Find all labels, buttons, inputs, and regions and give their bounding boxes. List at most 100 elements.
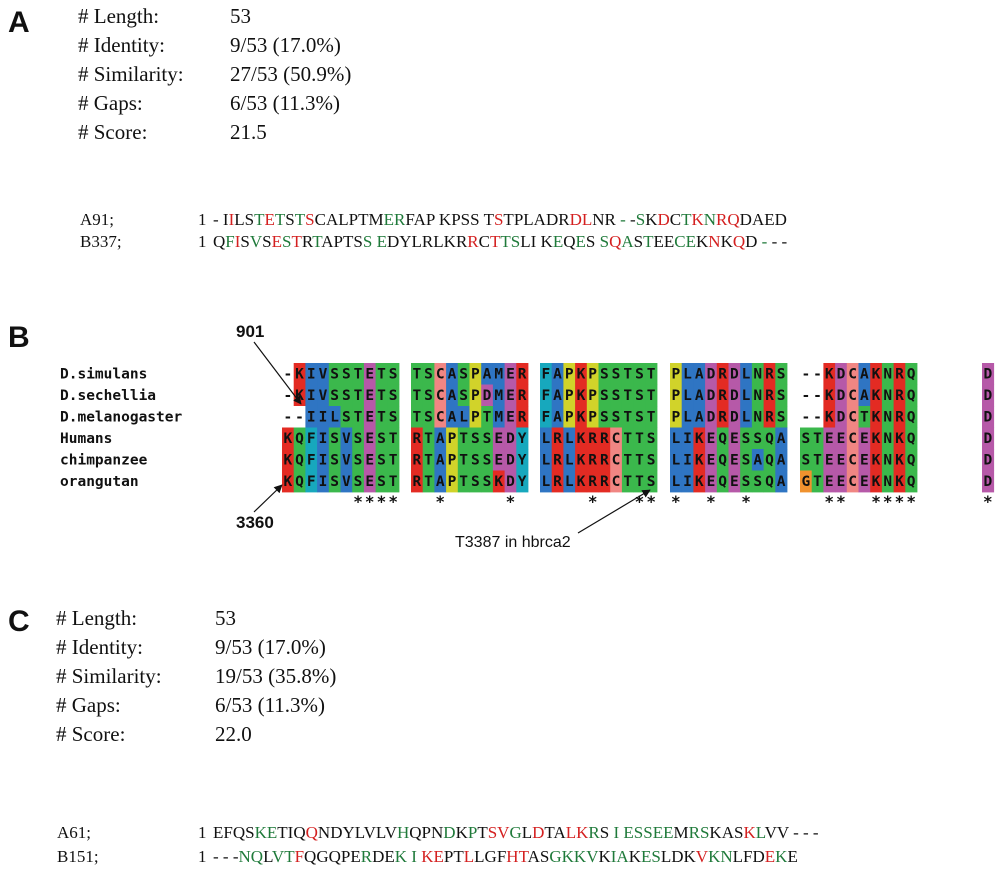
sequence-residue: S: [599, 823, 610, 842]
residue-letter: A: [448, 410, 457, 426]
sequence-residue: T: [503, 210, 514, 229]
sequence-residue: L: [375, 823, 385, 842]
residue-letter: E: [825, 453, 834, 469]
residue-cell: [870, 427, 883, 450]
residue-cell: [681, 406, 694, 428]
residue-cell: [846, 363, 859, 385]
residue-letter: A: [553, 367, 562, 383]
panel-a-sequence-row: B337; 1 QFISVSESTRTAPTSS EDYLRLKRRCTTSLI…: [80, 231, 980, 253]
residue-letter: S: [330, 367, 339, 383]
residue-cell: [551, 363, 564, 385]
residue-cell: [340, 406, 353, 428]
residue-letter: K: [283, 453, 292, 469]
residue-letter: C: [848, 410, 857, 426]
residue-letter: C: [848, 388, 857, 404]
residue-cell: [387, 470, 400, 493]
residue-cell: [881, 427, 894, 450]
residue-letter: S: [777, 367, 786, 383]
residue-cell: [670, 427, 683, 450]
sequence-residue: R: [558, 210, 570, 229]
residue-letter: R: [412, 453, 421, 469]
residue-cell: [387, 449, 400, 471]
residue-cell: [305, 363, 318, 385]
sequence-residue: I: [613, 823, 620, 842]
residue-cell: [540, 363, 553, 385]
residue-letter: T: [459, 431, 468, 447]
residue-cell: [610, 384, 623, 407]
residue-letter: P: [565, 388, 574, 404]
sequence-residue: L: [523, 210, 534, 229]
residue-cell: [586, 406, 599, 428]
residue-cell: [481, 406, 494, 428]
sequence-residue: D: [330, 823, 343, 842]
residue-cell: [846, 384, 859, 407]
conservation-star: *: [646, 492, 656, 511]
sequence-residue: K: [720, 232, 733, 251]
residue-cell: [492, 363, 505, 385]
residue-letter: K: [872, 388, 881, 404]
residue-cell: [763, 470, 776, 493]
stat-row: # Similarity: 19/53 (35.8%): [56, 662, 396, 691]
residue-letter: D: [707, 388, 716, 404]
residue-cell: [693, 384, 706, 407]
sequence-residue: R: [455, 232, 468, 251]
residue-letter: Y: [518, 453, 527, 469]
residue-cell: [540, 470, 553, 493]
residue-cell: [621, 427, 634, 450]
residue-cell: [293, 427, 306, 450]
sequence-residue: T: [544, 823, 554, 842]
conservation-star: *: [506, 492, 516, 511]
residue-cell: [504, 470, 517, 493]
sequence-residue: -: [793, 823, 799, 842]
residue-cell: [621, 363, 634, 385]
residue-cell: [586, 470, 599, 493]
residue-cell: [870, 406, 883, 428]
residue-letter: D: [983, 474, 992, 490]
sequence-residue: N: [703, 210, 717, 229]
residue-letter: V: [319, 367, 328, 383]
residue-cell: [363, 470, 376, 493]
residue-cell: [469, 363, 482, 385]
sequence-residue: -: [781, 232, 788, 251]
sequence-residue: L: [521, 823, 533, 842]
sequence-text: - IILSTETSTSCALPTMERFAP KPSS TSTPLADRDLN…: [213, 209, 787, 231]
sequence-residue: M: [368, 210, 384, 229]
residue-cell: [563, 363, 576, 385]
residue-letter: F: [307, 474, 316, 490]
residue-cell: [775, 384, 788, 407]
residue-letter: I: [307, 410, 316, 426]
sequence-residue: S: [244, 210, 255, 229]
residue-letter: T: [412, 410, 421, 426]
sequence-residue: R: [467, 232, 479, 251]
residue-letter: S: [342, 388, 351, 404]
residue-cell: [551, 406, 564, 428]
sequence-residue: C: [478, 232, 490, 251]
residue-cell: [835, 427, 848, 450]
sequence-residue: I: [228, 210, 235, 229]
residue-cell: [586, 384, 599, 407]
residue-letter: D: [983, 388, 992, 404]
residue-cell: [540, 406, 553, 428]
sequence-residue: K: [443, 232, 456, 251]
residue-letter: A: [448, 367, 457, 383]
sequence-residue: C: [674, 232, 686, 251]
sequence-residue: Q: [232, 823, 246, 842]
residue-cell: [563, 384, 576, 407]
residue-letter: C: [848, 367, 857, 383]
residue-letter: N: [883, 431, 892, 447]
residue-cell: [446, 384, 459, 407]
sequence-residue: V: [695, 847, 709, 866]
residue-letter: K: [895, 474, 904, 490]
residue-letter: D: [506, 431, 515, 447]
residue-letter: S: [471, 474, 480, 490]
sequence-residue: -: [771, 232, 778, 251]
residue-cell: [645, 427, 658, 450]
residue-cell: [645, 449, 658, 471]
residue-letter: R: [895, 367, 904, 383]
sequence-residue: S: [245, 823, 255, 842]
stat-row: # Score: 22.0: [56, 720, 396, 749]
residue-letter: E: [730, 474, 739, 490]
residue-cell: [705, 363, 718, 385]
residue-letter: D: [483, 388, 492, 404]
residue-letter: T: [389, 431, 398, 447]
